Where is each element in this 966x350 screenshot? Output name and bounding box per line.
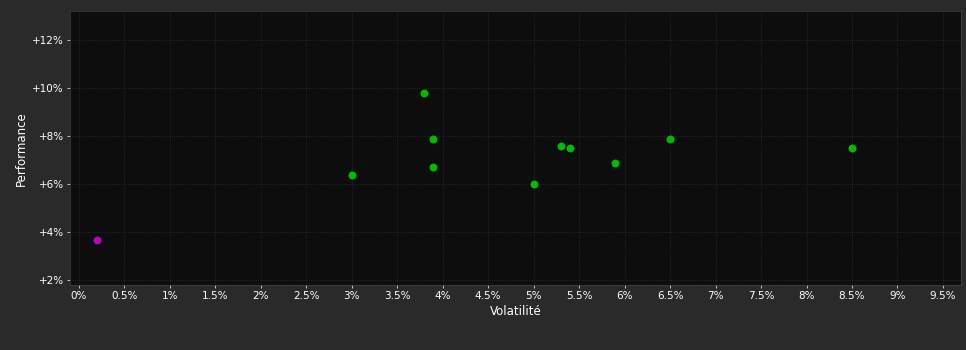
Point: [344, 172, 359, 177]
Point: [526, 182, 541, 187]
Point: [562, 146, 578, 151]
Point: [844, 146, 860, 151]
Y-axis label: Performance: Performance: [15, 111, 28, 186]
Point: [554, 143, 569, 149]
Point: [426, 136, 441, 141]
Point: [608, 160, 623, 166]
Point: [89, 237, 104, 242]
Point: [663, 136, 678, 141]
X-axis label: Volatilité: Volatilité: [490, 305, 541, 318]
Point: [416, 90, 432, 96]
Point: [426, 164, 441, 170]
